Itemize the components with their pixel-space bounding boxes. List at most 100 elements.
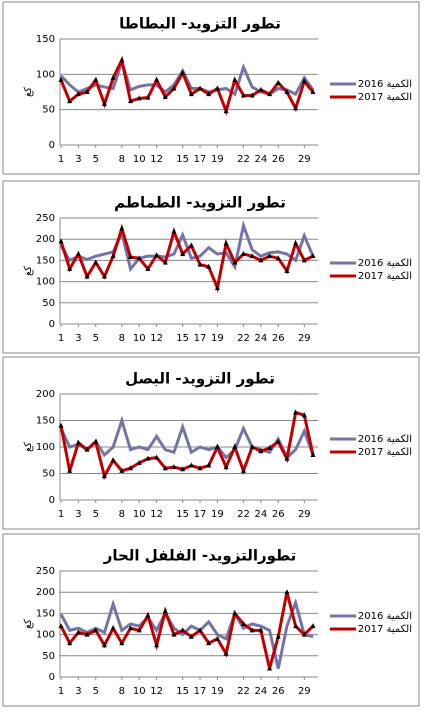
chart-title: تطور التزويد- البطاطا xyxy=(119,15,281,33)
x-tick-label: 3 xyxy=(75,333,81,344)
y-tick-label: 250 xyxy=(36,213,55,224)
x-tick-label: 8 xyxy=(119,509,125,520)
marker xyxy=(188,242,194,248)
x-tick-label: 12 xyxy=(150,686,163,697)
x-tick-label: 17 xyxy=(194,509,207,520)
y-tick-label: 50 xyxy=(42,298,55,309)
x-tick-label: 26 xyxy=(272,509,285,520)
marker xyxy=(284,89,290,94)
marker xyxy=(249,92,255,98)
y-tick-label: 100 xyxy=(36,630,55,641)
marker xyxy=(75,251,81,257)
x-tick-label: 17 xyxy=(194,686,207,697)
legend-label: الكمية 2017 xyxy=(358,92,412,103)
marker xyxy=(154,252,160,258)
marker xyxy=(197,85,203,91)
y-tick-label: 200 xyxy=(36,587,55,598)
marker xyxy=(301,412,307,418)
legend-label: الكمية 2016 xyxy=(358,434,412,445)
marker xyxy=(171,464,177,470)
marker xyxy=(110,457,116,463)
marker xyxy=(223,108,229,114)
marker xyxy=(84,89,90,94)
marker xyxy=(214,85,220,91)
x-tick-label: 29 xyxy=(298,154,311,165)
marker xyxy=(301,78,307,84)
marker xyxy=(188,633,194,639)
chart-title: تطور التزويد- البصل xyxy=(125,370,275,388)
marker xyxy=(145,612,151,618)
marker xyxy=(267,91,273,97)
marker xyxy=(93,438,99,444)
chart-title: تطورالتزويد- الفلفل الحار xyxy=(103,547,297,565)
marker xyxy=(249,253,255,259)
line xyxy=(59,410,315,481)
marker xyxy=(206,263,212,269)
marker xyxy=(180,251,186,257)
marker xyxy=(293,623,299,629)
marker xyxy=(284,589,290,595)
y-tick-label: 0 xyxy=(49,495,55,506)
x-tick-label: 8 xyxy=(119,686,125,697)
marker xyxy=(232,76,238,82)
x-tick-label: 8 xyxy=(119,154,125,165)
x-tick-label: 29 xyxy=(298,333,311,344)
x-tick-label: 24 xyxy=(254,509,267,520)
line xyxy=(59,591,315,669)
legend-label: الكمية 2016 xyxy=(358,611,412,622)
marker xyxy=(240,467,246,473)
y-axis-label: كغ xyxy=(23,266,34,276)
x-tick-label: 22 xyxy=(237,686,250,697)
y-tick-label: 100 xyxy=(36,69,55,80)
marker xyxy=(293,409,299,415)
x-tick-label: 3 xyxy=(75,509,81,520)
marker xyxy=(93,259,99,265)
x-tick-label: 1 xyxy=(58,154,64,165)
marker xyxy=(310,89,316,94)
marker xyxy=(58,238,64,244)
marker xyxy=(136,95,142,101)
marker xyxy=(214,635,220,641)
y-tick-label: 100 xyxy=(36,442,55,453)
marker xyxy=(293,240,299,246)
marker xyxy=(197,465,203,471)
x-tick-label: 1 xyxy=(58,686,64,697)
marker xyxy=(110,74,116,80)
marker xyxy=(136,255,142,261)
marker xyxy=(275,438,281,444)
marker xyxy=(301,257,307,263)
marker xyxy=(119,467,125,473)
marker xyxy=(119,225,125,231)
marker xyxy=(154,454,160,460)
y-tick-label: 150 xyxy=(36,416,55,427)
marker xyxy=(240,92,246,98)
marker xyxy=(267,445,273,451)
marker xyxy=(75,439,81,445)
marker xyxy=(110,253,116,259)
marker xyxy=(128,98,134,104)
legend-label: الكمية 2016 xyxy=(358,258,412,269)
y-tick-label: 0 xyxy=(49,319,55,330)
marker xyxy=(214,444,220,449)
marker xyxy=(232,259,238,265)
x-tick-label: 19 xyxy=(211,509,224,520)
marker xyxy=(206,91,212,97)
marker xyxy=(310,253,316,259)
marker xyxy=(267,665,273,671)
marker xyxy=(249,627,255,633)
marker xyxy=(310,451,316,457)
marker xyxy=(58,422,64,428)
legend-label: الكمية 2016 xyxy=(358,79,412,90)
marker xyxy=(101,473,107,479)
x-tick-label: 3 xyxy=(75,154,81,165)
x-tick-label: 29 xyxy=(298,509,311,520)
marker xyxy=(67,467,73,473)
x-tick-label: 22 xyxy=(237,333,250,344)
marker xyxy=(284,455,290,461)
marker xyxy=(310,623,316,629)
x-tick-label: 3 xyxy=(75,686,81,697)
marker xyxy=(67,640,73,646)
x-tick-label: 29 xyxy=(298,686,311,697)
marker xyxy=(171,228,177,234)
marker xyxy=(162,259,168,265)
